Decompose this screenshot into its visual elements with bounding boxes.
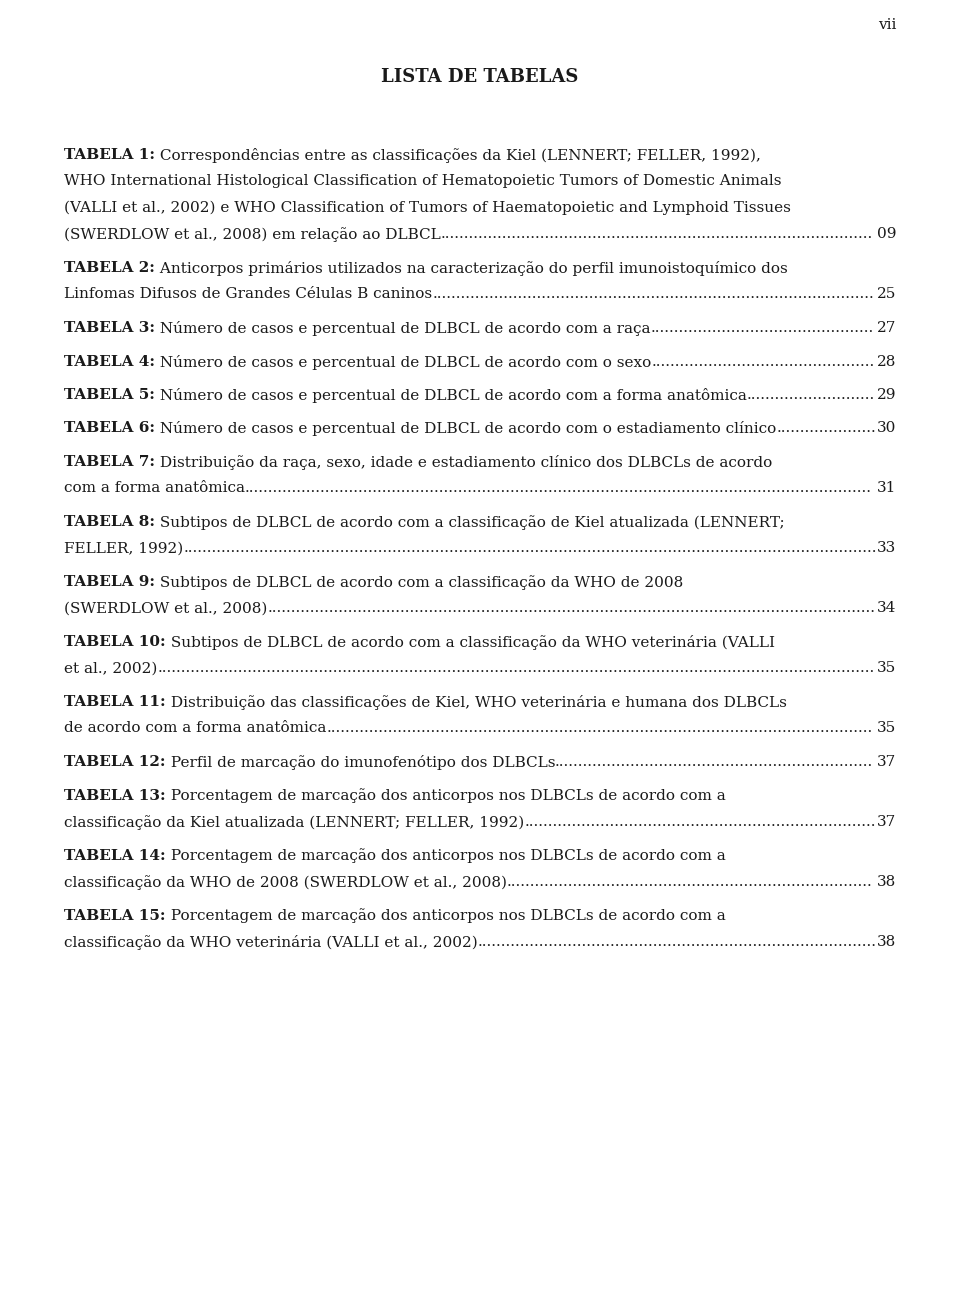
Text: TABELA 14:: TABELA 14:	[64, 848, 166, 863]
Text: ................................................................................: ........................................…	[432, 288, 874, 302]
Text: Correspondências entre as classificações da Kiel (LENNERT; FELLER, 1992),: Correspondências entre as classificações…	[155, 148, 761, 163]
Text: TABELA 8:: TABELA 8:	[64, 515, 155, 529]
Text: 37: 37	[876, 755, 896, 769]
Text: (SWERDLOW et al., 2008): (SWERDLOW et al., 2008)	[64, 601, 268, 616]
Text: classificação da WHO de 2008 (SWERDLOW et al., 2008): classificação da WHO de 2008 (SWERDLOW e…	[64, 874, 507, 890]
Text: 29: 29	[876, 389, 896, 402]
Text: TABELA 6:: TABELA 6:	[64, 421, 155, 436]
Text: 35: 35	[876, 662, 896, 675]
Text: 38: 38	[876, 874, 896, 889]
Text: TABELA 15:: TABELA 15:	[64, 909, 165, 923]
Text: com a forma anatômica: com a forma anatômica	[64, 482, 245, 495]
Text: 28: 28	[876, 355, 896, 369]
Text: ................................................................................: ........................................…	[245, 482, 872, 495]
Text: LISTA DE TABELAS: LISTA DE TABELAS	[381, 68, 579, 85]
Text: Anticorpos primários utilizados na caracterização do perfil imunoistoquímico dos: Anticorpos primários utilizados na carac…	[155, 261, 787, 276]
Text: 25: 25	[876, 288, 896, 302]
Text: TABELA 12:: TABELA 12:	[64, 755, 165, 769]
Text: .....................: .....................	[777, 421, 876, 436]
Text: Perfil de marcação do imunofenótipo dos DLBCLs: Perfil de marcação do imunofenótipo dos …	[165, 755, 555, 769]
Text: .............................................................................: ........................................…	[507, 874, 873, 889]
Text: TABELA 9:: TABELA 9:	[64, 575, 155, 590]
Text: 27: 27	[876, 320, 896, 335]
Text: TABELA 7:: TABELA 7:	[64, 456, 155, 469]
Text: TABELA 2:: TABELA 2:	[64, 261, 155, 274]
Text: 30: 30	[876, 421, 896, 436]
Text: Distribuição da raça, sexo, idade e estadiamento clínico dos DLBCLs de acordo: Distribuição da raça, sexo, idade e esta…	[155, 456, 772, 470]
Text: Número de casos e percentual de DLBCL de acordo com o estadiamento clínico: Número de casos e percentual de DLBCL de…	[155, 421, 777, 436]
Text: Número de casos e percentual de DLBCL de acordo com a forma anatômica: Número de casos e percentual de DLBCL de…	[155, 389, 747, 403]
Text: et al., 2002): et al., 2002)	[64, 662, 157, 675]
Text: TABELA 11:: TABELA 11:	[64, 695, 166, 709]
Text: ...............................................: ........................................…	[651, 320, 874, 335]
Text: 31: 31	[876, 482, 896, 495]
Text: Porcentagem de marcação dos anticorpos nos DLBCLs de acordo com a: Porcentagem de marcação dos anticorpos n…	[165, 909, 725, 923]
Text: classificação da WHO veterinária (VALLI et al., 2002): classificação da WHO veterinária (VALLI …	[64, 935, 478, 951]
Text: Linfomas Difusos de Grandes Células B caninos: Linfomas Difusos de Grandes Células B ca…	[64, 288, 432, 302]
Text: 34: 34	[876, 601, 896, 616]
Text: ...............................................: ........................................…	[651, 355, 875, 369]
Text: TABELA 1:: TABELA 1:	[64, 148, 155, 161]
Text: 37: 37	[876, 815, 896, 829]
Text: 38: 38	[876, 935, 896, 949]
Text: Subtipos de DLBCL de acordo com a classificação de Kiel atualizada (LENNERT;: Subtipos de DLBCL de acordo com a classi…	[155, 515, 784, 530]
Text: TABELA 13:: TABELA 13:	[64, 789, 166, 802]
Text: Distribuição das classificações de Kiel, WHO veterinária e humana dos DLBCLs: Distribuição das classificações de Kiel,…	[166, 695, 786, 710]
Text: ................................................................................: ........................................…	[268, 601, 876, 616]
Text: Número de casos e percentual de DLBCL de acordo com o sexo: Número de casos e percentual de DLBCL de…	[155, 355, 651, 369]
Text: ................................................................................: ........................................…	[441, 227, 873, 242]
Text: (SWERDLOW et al., 2008) em relação ao DLBCL: (SWERDLOW et al., 2008) em relação ao DL…	[64, 227, 441, 243]
Text: classificação da Kiel atualizada (LENNERT; FELLER, 1992): classificação da Kiel atualizada (LENNER…	[64, 815, 524, 830]
Text: TABELA 3:: TABELA 3:	[64, 320, 155, 335]
Text: vii: vii	[877, 18, 896, 32]
Text: ................................................................................: ........................................…	[157, 662, 875, 675]
Text: Porcentagem de marcação dos anticorpos nos DLBCLs de acordo com a: Porcentagem de marcação dos anticorpos n…	[166, 848, 726, 864]
Text: Subtipos de DLBCL de acordo com a classificação da WHO de 2008: Subtipos de DLBCL de acordo com a classi…	[155, 575, 684, 590]
Text: 35: 35	[876, 722, 896, 735]
Text: (VALLI et al., 2002) e WHO Classification of Tumors of Haematopoietic and Lympho: (VALLI et al., 2002) e WHO Classificatio…	[64, 201, 791, 215]
Text: Subtipos de DLBCL de acordo com a classificação da WHO veterinária (VALLI: Subtipos de DLBCL de acordo com a classi…	[166, 635, 775, 650]
Text: ...................................................................: ........................................…	[555, 755, 874, 769]
Text: ................................................................................: ........................................…	[326, 722, 873, 735]
Text: ................................................................................: ........................................…	[478, 935, 876, 949]
Text: ................................................................................: ........................................…	[183, 541, 876, 555]
Text: FELLER, 1992): FELLER, 1992)	[64, 541, 183, 555]
Text: TABELA 5:: TABELA 5:	[64, 389, 155, 402]
Text: de acordo com a forma anatômica: de acordo com a forma anatômica	[64, 722, 326, 735]
Text: Porcentagem de marcação dos anticorpos nos DLBCLs de acordo com a: Porcentagem de marcação dos anticorpos n…	[166, 789, 726, 804]
Text: WHO International Histological Classification of Hematopoietic Tumors of Domesti: WHO International Histological Classific…	[64, 175, 781, 189]
Text: 09: 09	[876, 227, 896, 242]
Text: TABELA 10:: TABELA 10:	[64, 635, 166, 649]
Text: ..........................................................................: ........................................…	[524, 815, 876, 829]
Text: 33: 33	[876, 541, 896, 555]
Text: TABELA 4:: TABELA 4:	[64, 355, 155, 369]
Text: ...........................: ...........................	[747, 389, 875, 402]
Text: Número de casos e percentual de DLBCL de acordo com a raça: Número de casos e percentual de DLBCL de…	[155, 320, 651, 336]
